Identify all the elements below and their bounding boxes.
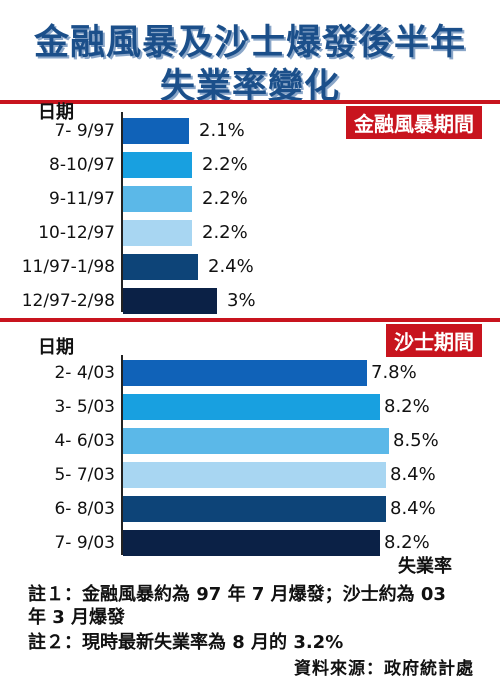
section2-axis [121, 355, 123, 555]
bar [123, 360, 367, 386]
section2-date-header: 日期 [38, 337, 74, 358]
value-label: 8.4% [390, 464, 436, 485]
value-label: 8.2% [384, 532, 430, 553]
value-label: 2.2% [202, 222, 248, 243]
value-label: 7.8% [371, 362, 417, 383]
value-label: 2.2% [202, 154, 248, 175]
category-label: 2- 4/03 [54, 363, 115, 383]
section1-badge: 金融風暴期間 [346, 106, 482, 139]
category-label: 5- 7/03 [54, 465, 115, 485]
category-label: 7- 9/03 [54, 533, 115, 553]
value-label: 8.2% [384, 396, 430, 417]
section1-divider [0, 100, 500, 104]
value-label: 2.1% [199, 120, 245, 141]
category-label: 12/97-2/98 [21, 291, 115, 311]
bar [123, 254, 198, 280]
category-label: 6- 8/03 [54, 499, 115, 519]
bar [123, 530, 380, 556]
bar [123, 394, 380, 420]
value-label: 3% [227, 290, 256, 311]
bar [123, 496, 386, 522]
category-label: 3- 5/03 [54, 397, 115, 417]
bar [123, 462, 386, 488]
bar [123, 220, 192, 246]
bar [123, 428, 389, 454]
bar [123, 186, 192, 212]
chart-title-line1: 金融風暴及沙士爆發後半年 [33, 23, 466, 63]
section2-divider [0, 318, 500, 322]
section1-date-header: 日期 [38, 102, 74, 123]
note2: 註２：現時最新失業率為 8 月的 3.2% [28, 632, 344, 653]
source-credit: 資料來源：政府統計處 [294, 659, 474, 679]
category-label: 11/97-1/98 [21, 257, 115, 277]
bar [123, 288, 217, 314]
bar [123, 152, 192, 178]
section2-badge: 沙士期間 [386, 324, 482, 357]
category-label: 7- 9/97 [54, 121, 115, 141]
value-label: 8.5% [393, 430, 439, 451]
category-label: 4- 6/03 [54, 431, 115, 451]
value-label: 2.4% [208, 256, 254, 277]
note1-line1: 註１：金融風暴約為 97 年 7 月爆發；沙士約為 03 [28, 584, 446, 605]
value-label: 8.4% [390, 498, 436, 519]
category-label: 9-11/97 [49, 189, 115, 209]
category-label: 10-12/97 [38, 223, 115, 243]
x-axis-label: 失業率 [398, 556, 452, 577]
bar [123, 118, 189, 144]
category-label: 8-10/97 [49, 155, 115, 175]
value-label: 2.2% [202, 188, 248, 209]
section1-axis [121, 112, 123, 312]
note1-line2: 年 3 月爆發 [28, 607, 126, 628]
